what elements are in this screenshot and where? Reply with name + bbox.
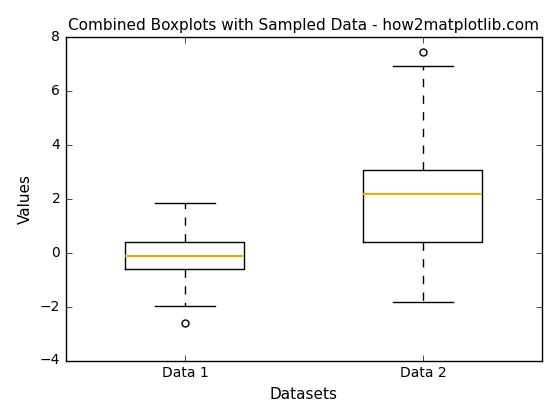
Y-axis label: Values: Values xyxy=(18,174,33,224)
Title: Combined Boxplots with Sampled Data - how2matplotlib.com: Combined Boxplots with Sampled Data - ho… xyxy=(68,18,539,33)
X-axis label: Datasets: Datasets xyxy=(270,387,338,402)
